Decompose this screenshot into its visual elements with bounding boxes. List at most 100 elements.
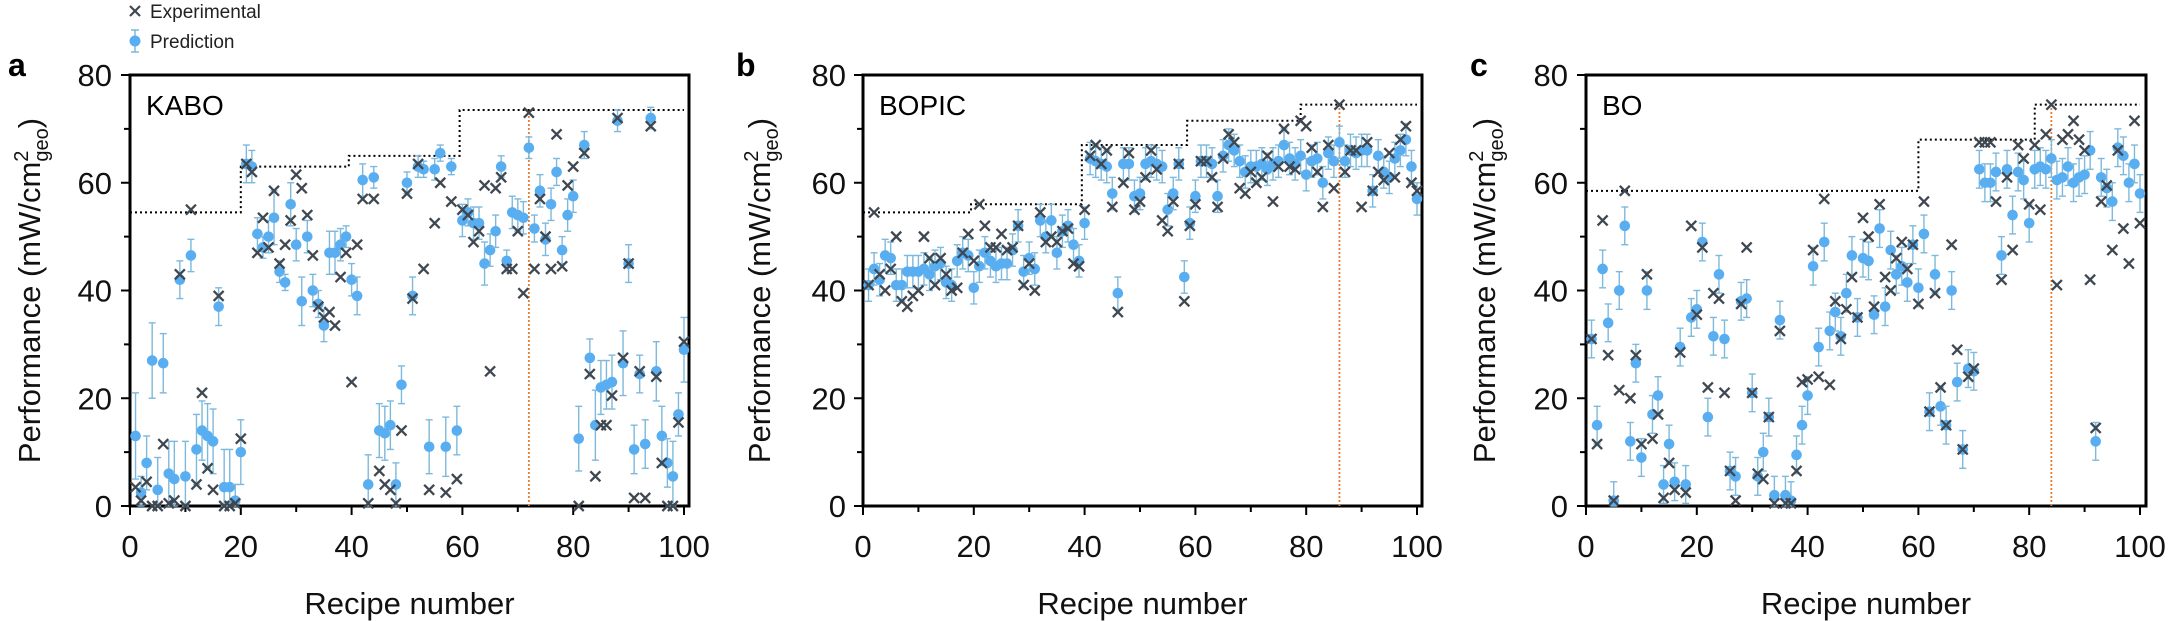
- prediction-point: [279, 277, 291, 288]
- prediction-point: [540, 234, 551, 245]
- y-tick-label: 0: [95, 489, 112, 524]
- cross-stroke: [1618, 185, 1631, 197]
- prediction-point: [606, 376, 618, 388]
- experimental-point: [868, 206, 880, 219]
- experimental-point: [1668, 484, 1681, 496]
- prediction-point: [1918, 228, 1930, 240]
- prediction-point: [1752, 471, 1764, 482]
- cross-stroke: [2051, 279, 2063, 291]
- cross-stroke: [1034, 206, 1047, 219]
- experimental-point: [1702, 381, 1714, 394]
- experimental-point: [1112, 306, 1124, 318]
- y-tick-label: 60: [78, 166, 112, 201]
- experimental-point: [157, 438, 170, 450]
- experimental-point: [423, 484, 435, 496]
- prediction-point: [2101, 182, 2113, 194]
- experimental-point: [884, 263, 897, 275]
- experimental-point: [862, 279, 875, 291]
- cross-stroke: [556, 260, 568, 273]
- cross-stroke: [2062, 128, 2074, 141]
- experimental-point: [2089, 422, 2102, 434]
- cross-stroke: [174, 268, 186, 281]
- cross-stroke: [1718, 387, 1731, 399]
- prediction-point: [479, 258, 490, 269]
- prediction-point: [451, 425, 463, 436]
- cross-stroke: [1818, 193, 1831, 205]
- prediction-point: [1990, 166, 2002, 178]
- prediction-point: [2084, 145, 2096, 156]
- cross-stroke: [207, 484, 219, 496]
- prediction-point: [1372, 150, 1384, 162]
- experimental-point: [246, 166, 258, 178]
- experimental-point: [1768, 497, 1781, 510]
- cross-stroke: [873, 268, 886, 281]
- experimental-point: [1217, 152, 1229, 165]
- experimental-point: [650, 370, 663, 383]
- cross-stroke: [1685, 220, 1698, 232]
- experimental-point: [478, 179, 491, 192]
- cross-stroke: [295, 182, 308, 194]
- cross-stroke: [1641, 268, 1653, 281]
- cross-stroke: [940, 268, 952, 281]
- prediction-point: [446, 161, 457, 172]
- prediction-point: [628, 444, 640, 455]
- prediction-point: [1636, 452, 1647, 463]
- prediction-point: [263, 231, 274, 242]
- cross-stroke: [1023, 257, 1036, 270]
- cross-stroke: [589, 470, 602, 483]
- cross-stroke: [1128, 203, 1141, 216]
- experimental-point: [2106, 244, 2119, 256]
- experimental-point: [462, 209, 474, 221]
- experimental-point: [1740, 241, 1753, 254]
- experimental-point: [1161, 225, 1174, 238]
- experimental-point: [1774, 325, 1786, 337]
- experimental-point: [1184, 220, 1196, 232]
- experimental-point: [578, 147, 591, 159]
- prediction-point: [1112, 287, 1124, 299]
- cross-stroke: [1774, 325, 1786, 337]
- cross-stroke: [1211, 201, 1224, 213]
- experimental-point: [995, 228, 1008, 240]
- prediction-point: [1311, 153, 1323, 164]
- cross-stroke: [1012, 220, 1024, 232]
- experimental-point: [1028, 284, 1041, 297]
- prediction-point: [2095, 172, 2107, 183]
- cross-stroke: [390, 497, 402, 510]
- cross-stroke: [1261, 149, 1274, 162]
- prediction-point: [534, 185, 546, 197]
- experimental-point: [201, 462, 214, 475]
- x-tick-label: 20: [957, 529, 991, 564]
- prediction-point: [645, 112, 657, 124]
- cross-stroke: [539, 230, 552, 243]
- prediction-point: [1702, 411, 1714, 423]
- experimental-point: [2123, 257, 2135, 270]
- prediction-point: [1769, 489, 1780, 501]
- panel-letter: a: [8, 47, 26, 83]
- cross-stroke: [1172, 158, 1185, 170]
- experimental-point: [1934, 381, 1947, 394]
- cross-stroke: [179, 500, 192, 512]
- experimental-point: [1272, 160, 1285, 173]
- experimental-point: [934, 252, 947, 264]
- experimental-point: [234, 432, 247, 445]
- cross-stroke: [2078, 144, 2091, 157]
- experimental-point: [196, 387, 208, 399]
- cross-stroke: [1652, 408, 1664, 421]
- experimental-point: [2062, 128, 2074, 141]
- cross-stroke: [1178, 295, 1191, 308]
- cross-stroke: [406, 292, 419, 305]
- cross-stroke: [2100, 179, 2113, 192]
- cross-stroke: [334, 271, 347, 283]
- prediction-point: [429, 163, 441, 175]
- experimental-point: [356, 193, 369, 205]
- experimental-point: [140, 475, 153, 488]
- experimental-point: [1696, 241, 1709, 254]
- cross-stroke: [528, 263, 541, 275]
- experimental-point: [329, 319, 341, 332]
- prediction-point: [667, 471, 679, 482]
- experimental-point: [1663, 457, 1675, 469]
- x-tick-label: 0: [1577, 529, 1594, 564]
- experimental-point: [2045, 98, 2058, 111]
- cross-stroke: [2134, 217, 2146, 229]
- cross-stroke: [1089, 139, 1102, 151]
